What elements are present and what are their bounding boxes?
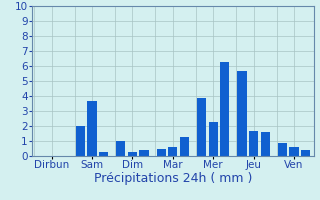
Bar xyxy=(180,137,189,156)
Bar xyxy=(249,130,258,156)
Bar xyxy=(99,152,108,156)
Bar xyxy=(76,126,85,156)
Bar xyxy=(116,141,125,156)
Bar xyxy=(260,132,270,156)
X-axis label: Précipitations 24h ( mm ): Précipitations 24h ( mm ) xyxy=(94,172,252,185)
Bar xyxy=(209,121,218,156)
Bar xyxy=(128,152,137,156)
Bar xyxy=(139,150,148,156)
Bar xyxy=(87,100,97,156)
Bar xyxy=(301,150,310,156)
Bar xyxy=(168,147,177,156)
Bar xyxy=(157,148,166,156)
Bar xyxy=(237,71,247,156)
Bar xyxy=(197,98,206,156)
Bar xyxy=(220,62,229,156)
Bar xyxy=(289,147,299,156)
Bar xyxy=(278,142,287,156)
